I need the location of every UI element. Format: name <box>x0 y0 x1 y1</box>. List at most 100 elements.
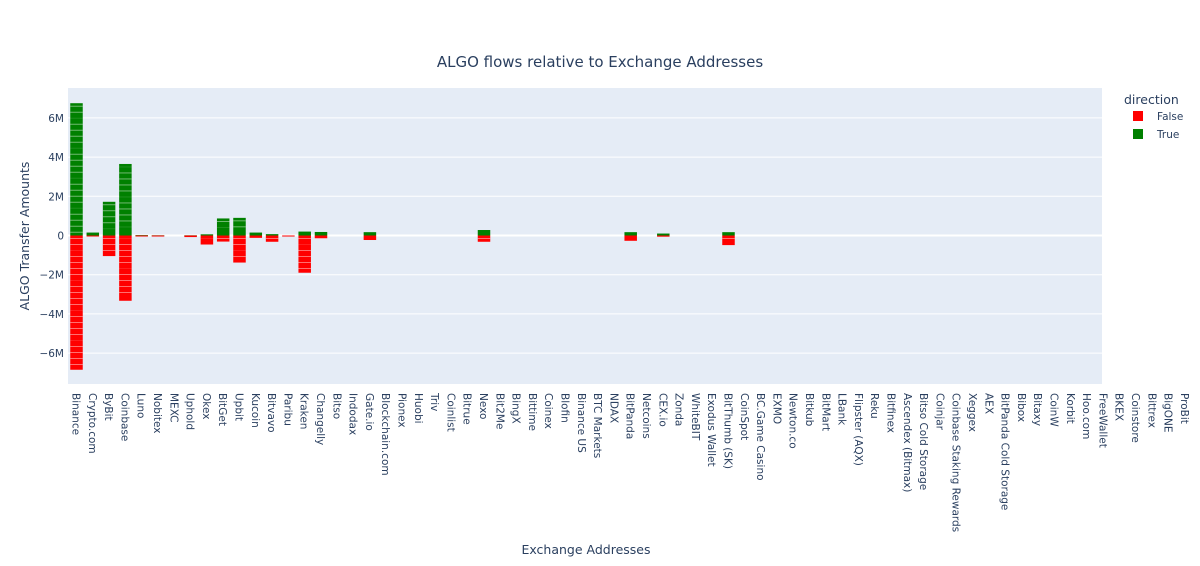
x-tick-label: Paribu <box>281 393 293 426</box>
x-tick-label: Gate.io <box>363 393 375 431</box>
bar-false-5[interactable] <box>151 235 165 237</box>
bar-true-1[interactable] <box>86 232 100 236</box>
x-tick-label: BitGet <box>216 393 228 426</box>
x-tick-label: Binance <box>70 393 82 435</box>
x-tick-label: CoinSpot <box>738 393 750 440</box>
x-tick-label: MEXC <box>167 393 179 422</box>
x-tick-label: Bittrex <box>1145 393 1157 428</box>
x-tick-label: Nexo <box>477 393 489 419</box>
legend-item-true[interactable]: True <box>1133 129 1179 141</box>
bar-false-2[interactable] <box>102 235 116 257</box>
bar-true-36[interactable] <box>657 233 670 236</box>
x-tick-label: Luno <box>135 393 147 418</box>
bar-false-34[interactable] <box>624 235 637 241</box>
x-tick-label: BigONE <box>1162 393 1174 433</box>
y-tick-label: 6M <box>48 113 64 125</box>
bar-false-1[interactable] <box>86 235 100 237</box>
x-tick-label: Ascendex (Bitmax) <box>901 393 913 492</box>
legend-swatch-true <box>1133 129 1143 139</box>
x-tick-label: AEX <box>982 393 994 414</box>
bar-true-9[interactable] <box>216 218 230 236</box>
x-tick-label: Xeggex <box>966 393 978 432</box>
bar-false-11[interactable] <box>249 235 263 238</box>
bar-true-25[interactable] <box>477 230 491 236</box>
bar-false-13[interactable] <box>282 235 295 237</box>
x-tick-label: Okex <box>200 393 212 419</box>
bar-true-12[interactable] <box>265 234 279 236</box>
bar-false-36[interactable] <box>657 235 670 237</box>
x-tick-label: LBank <box>836 393 848 426</box>
x-tick-label: Bitaxy <box>1031 393 1043 426</box>
x-tick-label: Bittime <box>526 393 538 431</box>
bar-false-3[interactable] <box>119 235 132 301</box>
x-tick-label: Kraken <box>298 393 310 429</box>
legend-item-false[interactable]: False <box>1133 111 1183 123</box>
x-tick-label: Bibox <box>1015 393 1027 422</box>
bar-true-11[interactable] <box>249 232 263 236</box>
bar-false-8[interactable] <box>200 235 214 245</box>
x-tick-label: Bitrue <box>461 393 473 425</box>
bar-false-10[interactable] <box>233 235 246 263</box>
x-tick-label: FreeWallet <box>1096 393 1108 448</box>
bar-true-18[interactable] <box>363 232 377 236</box>
x-tick-label: ProBit <box>1178 393 1190 424</box>
x-tick-label: Exodus Wallet <box>705 393 717 467</box>
bar-true-2[interactable] <box>102 201 116 236</box>
bar-true-15[interactable] <box>314 231 328 236</box>
bars <box>70 103 735 370</box>
x-axis-ticks: Binance Crypto.com ByBit Coinbase Luno Nobite… <box>70 392 1190 532</box>
x-tick-label: Blockchain.com <box>379 393 391 476</box>
y-axis-title: ALGO Transfer Amounts <box>17 162 32 311</box>
x-tick-label: BitPanda <box>624 393 636 439</box>
y-tick-label: 4M <box>48 152 64 164</box>
bar-true-14[interactable] <box>298 231 311 236</box>
x-tick-label: Coinlist <box>444 393 456 432</box>
y-tick-label: −2M <box>39 270 64 282</box>
x-tick-label: BingX <box>510 393 522 424</box>
x-tick-label: Flipster (AQX) <box>852 393 864 466</box>
bar-false-18[interactable] <box>363 235 377 241</box>
x-tick-label: BKEX <box>1113 393 1125 421</box>
bar-false-4[interactable] <box>135 235 148 237</box>
bar-true-3[interactable] <box>119 163 132 236</box>
x-tick-label: Bitvavo <box>265 393 277 433</box>
x-tick-label: Indodax <box>347 393 359 435</box>
x-tick-label: Hoo.com <box>1080 393 1092 439</box>
legend-swatch-false <box>1133 111 1143 121</box>
x-tick-label: ByBit <box>102 393 114 421</box>
bar-true-0[interactable] <box>70 103 83 236</box>
y-axis-ticks: 6M 4M 2M 0 −2M −4M −6M <box>39 113 64 360</box>
y-tick-label: −4M <box>39 309 64 321</box>
x-tick-label: BitPanda Cold Storage <box>999 393 1011 510</box>
bar-true-40[interactable] <box>722 232 735 236</box>
x-tick-label: Nobitex <box>151 393 163 433</box>
x-tick-label: BTC Markets <box>591 393 603 458</box>
bar-false-14[interactable] <box>298 235 311 273</box>
x-tick-label: Coinex <box>542 393 554 429</box>
chart-title: ALGO flows relative to Exchange Addresse… <box>437 53 763 71</box>
x-tick-label: Coinbase Staking Rewards <box>950 393 962 532</box>
bar-false-7[interactable] <box>184 235 197 238</box>
x-tick-label: Bitso <box>330 393 342 419</box>
y-tick-label: 0 <box>57 231 64 243</box>
y-tick-label: −6M <box>39 348 64 360</box>
x-tick-label: WhiteBIT <box>689 393 701 441</box>
bar-true-8[interactable] <box>200 234 214 236</box>
bar-true-34[interactable] <box>624 232 637 236</box>
x-tick-label: Upbit <box>233 393 245 421</box>
x-tick-label: Zonda <box>673 393 685 426</box>
bar-false-0[interactable] <box>70 235 83 370</box>
x-tick-label: NDAX <box>607 393 619 423</box>
x-tick-label: Coinbase <box>118 393 130 441</box>
bar-false-15[interactable] <box>314 235 328 239</box>
x-tick-label: BitThumb (SK) <box>722 393 734 469</box>
bar-false-40[interactable] <box>722 235 735 246</box>
x-tick-label: Reku <box>868 393 880 419</box>
x-tick-label: Triv <box>428 392 440 411</box>
x-tick-label: Coinjar <box>933 393 945 431</box>
legend-label-false: False <box>1157 111 1183 123</box>
x-tick-label: Changelly <box>314 393 326 445</box>
x-tick-label: CEX.io <box>656 393 668 427</box>
x-tick-label: Bitso Cold Storage <box>917 393 929 490</box>
